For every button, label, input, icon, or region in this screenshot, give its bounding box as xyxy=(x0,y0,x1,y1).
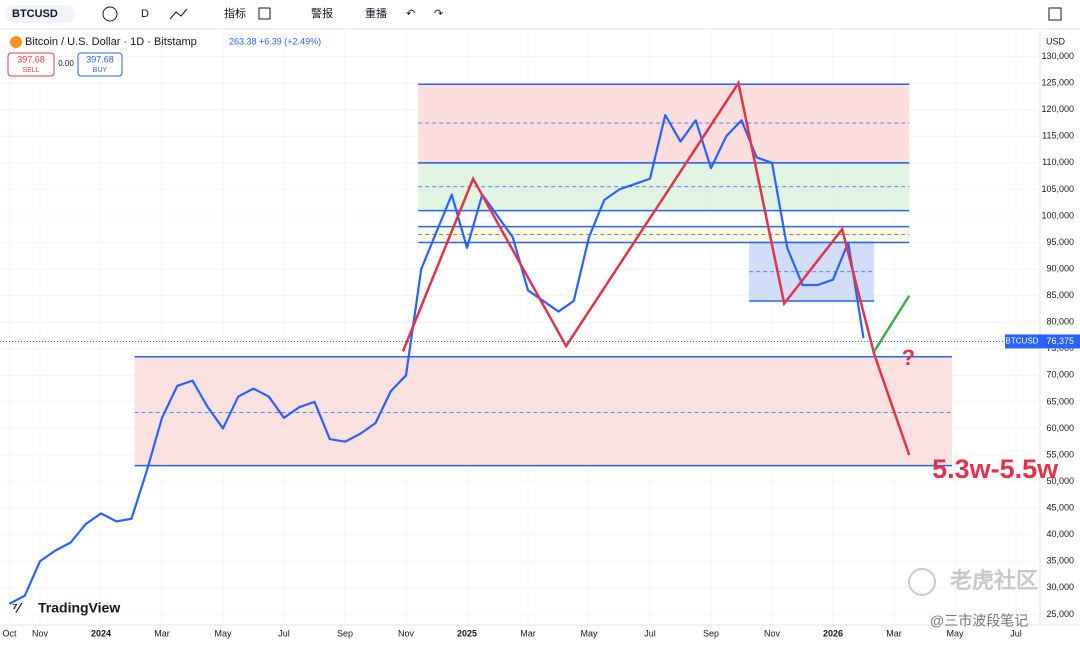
replay[interactable]: 重播 xyxy=(365,6,387,20)
y-tick-label: 110,000 xyxy=(1042,157,1074,167)
y-tick-label: 85,000 xyxy=(1046,290,1074,300)
last-price-symbol: BTCUSD xyxy=(1006,337,1039,346)
brand: TradingView xyxy=(38,600,120,616)
sell-label[interactable]: SELL xyxy=(22,67,39,74)
y-tick-label: 70,000 xyxy=(1046,370,1074,380)
last-price-symbol-box xyxy=(1005,334,1040,349)
legend-title: Bitcoin / U.S. Dollar · 1D · Bitstamp xyxy=(25,36,197,48)
y-tick-label: 35,000 xyxy=(1046,556,1074,566)
last-price-label: 76,375 xyxy=(1046,336,1074,346)
fullscreen-icon[interactable] xyxy=(1048,7,1062,21)
trend-path xyxy=(873,294,911,353)
y-tick-label: 55,000 xyxy=(1046,449,1074,459)
x-tick-label: Nov xyxy=(32,628,49,638)
y-tick-label: 125,000 xyxy=(1041,78,1074,88)
y-tick-label: 65,000 xyxy=(1046,396,1074,406)
price-zone xyxy=(134,356,952,466)
x-tick-label: Jul xyxy=(278,628,290,638)
spread: 0.00 xyxy=(58,59,74,68)
x-tick-label: Jul xyxy=(1010,628,1022,638)
x-tick-label: Jul xyxy=(644,628,656,638)
y-tick-label: 120,000 xyxy=(1041,104,1074,114)
x-tick-label: 2024 xyxy=(91,628,111,638)
coin-icon xyxy=(10,36,22,48)
redo[interactable]: ↷ xyxy=(434,8,443,20)
x-tick-label: Mar xyxy=(520,628,536,638)
x-tick-label: Sep xyxy=(703,628,719,638)
annotation: ? xyxy=(902,345,915,370)
y-tick-label: 45,000 xyxy=(1046,503,1074,513)
x-tick-label: Nov xyxy=(398,628,415,638)
indicators[interactable]: 指标 xyxy=(224,6,246,20)
buy-label[interactable]: BUY xyxy=(93,67,108,74)
y-tick-label: 50,000 xyxy=(1046,476,1074,486)
x-tick-label: May xyxy=(214,628,232,638)
annotation: 5.3w-5.5w xyxy=(932,454,1059,484)
symbol-box[interactable] xyxy=(5,5,75,23)
layouts-icon[interactable] xyxy=(258,7,271,20)
interval[interactable]: D xyxy=(141,8,149,20)
y-tick-label: 25,000 xyxy=(1046,609,1074,619)
x-tick-label: 2026 xyxy=(823,628,843,638)
trend-path xyxy=(401,79,911,456)
alerts[interactable]: 警报 xyxy=(311,6,333,20)
y-tick-label: 105,000 xyxy=(1041,184,1074,194)
y-tick-label: 130,000 xyxy=(1041,51,1074,61)
x-tick-label: Mar xyxy=(886,628,902,638)
last-price-box xyxy=(1040,334,1080,349)
x-tick-label: Sep xyxy=(337,628,353,638)
buy-button[interactable] xyxy=(77,52,123,77)
y-tick-label: 90,000 xyxy=(1046,263,1074,273)
x-tick-label: May xyxy=(580,628,598,638)
x-tick-label: May xyxy=(946,628,964,638)
price-line xyxy=(8,113,865,605)
y-tick-label: 60,000 xyxy=(1046,423,1074,433)
x-tick-label: Oct xyxy=(2,628,17,638)
sell-price[interactable]: 397.68 xyxy=(17,54,45,64)
toolbar xyxy=(0,0,1080,29)
add-icon[interactable] xyxy=(102,6,118,22)
watermark-site: 老虎社区 xyxy=(949,568,1038,593)
buy-price[interactable]: 397.68 xyxy=(86,54,114,64)
x-tick-label: 2025 xyxy=(457,628,477,638)
y-tick-label: 30,000 xyxy=(1046,582,1074,592)
y-tick-label: 40,000 xyxy=(1046,529,1074,539)
chart-type-icon[interactable] xyxy=(169,8,188,20)
y-tick-label: 100,000 xyxy=(1041,210,1074,220)
undo[interactable]: ↶ xyxy=(406,8,415,20)
legend-change: 263.38 +6.39 (+2.49%) xyxy=(229,36,321,46)
sell-button[interactable] xyxy=(7,52,55,77)
y-tick-label: 95,000 xyxy=(1046,237,1074,247)
watermark-author: @三市波段笔记 xyxy=(930,613,1028,629)
plot-area: ? 5.3w-5.5w xyxy=(0,30,1059,625)
y-tick-label: 80,000 xyxy=(1046,317,1074,327)
x-tick-label: Nov xyxy=(764,628,781,638)
currency[interactable]: USD xyxy=(1046,36,1066,46)
x-tick-label: Mar xyxy=(154,628,170,638)
brand-logo: ⁷⁄ xyxy=(12,600,23,616)
y-tick-label: 115,000 xyxy=(1042,131,1074,141)
symbol[interactable]: BTCUSD xyxy=(12,8,58,20)
watermark-logo xyxy=(908,568,936,596)
